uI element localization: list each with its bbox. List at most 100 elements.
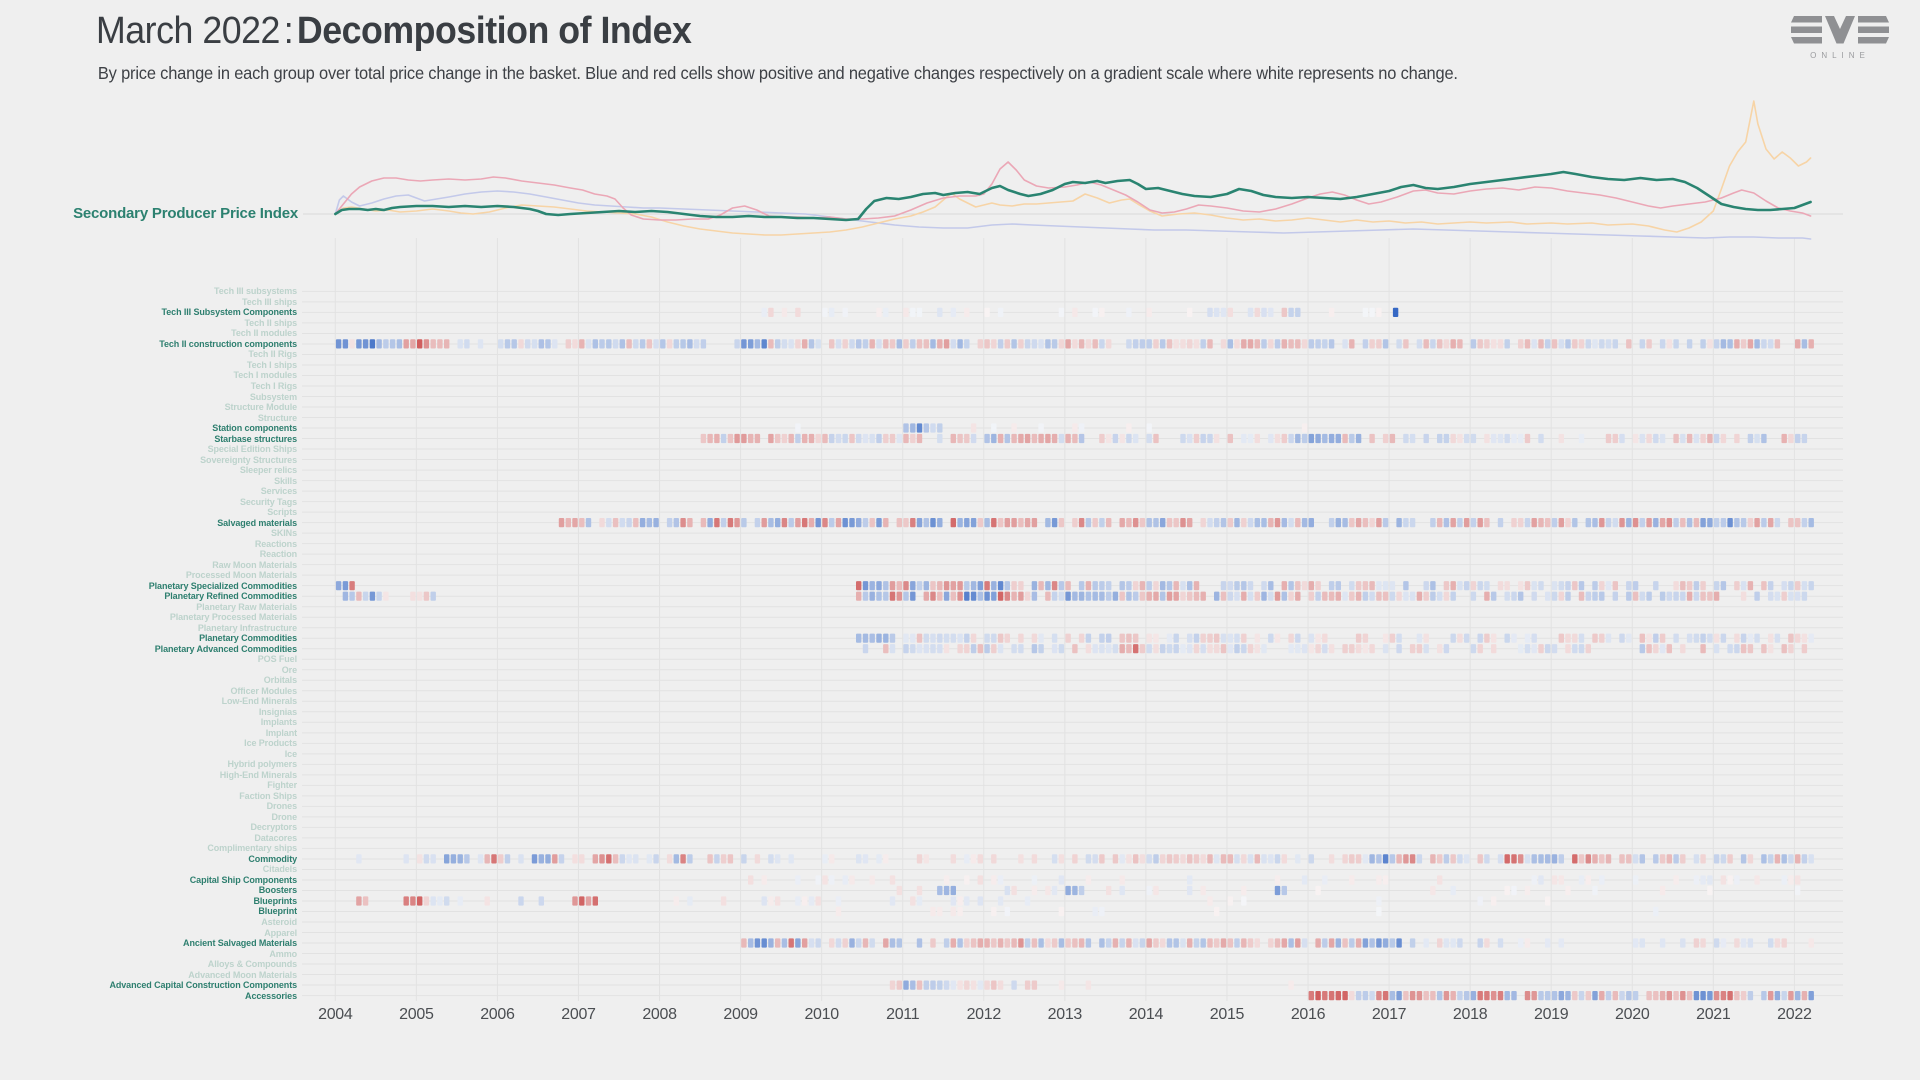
heatmap-cell [1578,581,1585,591]
heatmap-cell [937,339,943,349]
heatmap-cell [1160,854,1166,864]
heatmap-cell [835,339,842,349]
heatmap-cell [1254,854,1260,864]
heatmap-cell [1369,307,1375,317]
heatmap-cell [1119,854,1125,864]
heatmap-cell [1720,581,1727,591]
heatmap-cell [1220,518,1227,528]
heatmap-cell [1328,591,1335,601]
heatmap-cell [504,854,511,864]
heatmap-row-label: Ice [284,748,297,759]
heatmap-cell [1531,854,1537,864]
heatmap-cell [991,875,997,885]
heatmap-cell [970,518,977,528]
heatmap-cell [417,339,423,349]
heatmap-cell [1477,518,1483,528]
heatmap-cell [362,339,369,349]
heatmap-cell [1491,339,1497,349]
heatmap-cell [1538,991,1544,1001]
heatmap-cell [1646,633,1652,643]
heatmap-cell [1558,433,1564,444]
heatmap-row-label: Planetary Advanced Commodities [154,643,297,654]
heatmap-cell [1443,644,1450,654]
heatmap-row-label: Decryptors [250,822,297,833]
heatmap-cell [1713,591,1720,601]
heatmap-cell [1376,906,1382,917]
heatmap-cell [1153,581,1159,591]
heatmap-cell [991,633,997,643]
heatmap-cell [1423,991,1429,1001]
heatmap-cell [1058,644,1065,654]
heatmap-cell [1085,980,1092,990]
heatmap-cell [1065,581,1071,591]
heatmap-cell [1180,433,1186,444]
heatmap-cell [970,644,977,654]
heatmap-cell [1680,591,1686,601]
heatmap-cell [964,307,970,317]
heatmap-cell [1774,339,1781,349]
heatmap-cell [950,896,956,906]
heatmap-cell [1599,591,1605,601]
heatmap-cell [1295,591,1301,601]
heatmap-cell [1646,644,1652,654]
heatmap-cell [1518,938,1524,948]
heatmap-cell [1551,875,1558,885]
heatmap-cell [802,938,808,948]
heatmap-cell [977,581,983,591]
heatmap-cell [423,896,430,906]
heatmap-cell [1355,518,1362,528]
heatmap-cell [1470,591,1477,601]
heatmap-row-label: Planetary Infrastructure [197,622,297,633]
heatmap-cell [1659,339,1666,349]
heatmap-cell [1585,644,1591,654]
heatmap-cell [768,518,774,528]
heatmap-cell [1254,307,1260,317]
heatmap-cell [997,581,1004,591]
heatmap-cell [1747,339,1754,349]
heatmap-cell [869,938,875,948]
heatmap-cell [369,591,376,601]
heatmap-cell [1295,433,1301,444]
heatmap-cell [1166,591,1173,601]
heatmap-cell [1051,581,1058,591]
heatmap-cell [950,980,956,990]
heatmap-cell [1524,518,1531,528]
heatmap-cell [1207,339,1213,349]
heatmap-cell [835,906,842,917]
heatmap-row-label: Blueprints [253,895,297,906]
heatmap-cell [1126,644,1132,654]
heatmap-cell [1234,938,1240,948]
heatmap-row-label: Tech III ships [242,296,297,307]
heatmap-cell [862,591,869,601]
heatmap-cell [1315,633,1321,643]
heatmap-cell [788,433,794,444]
heatmap-cell [1288,644,1294,654]
heatmap-cell [1031,581,1038,591]
heatmap-cell [1247,339,1254,349]
heatmap-cell [1011,938,1017,948]
heatmap-cell [977,854,983,864]
heatmap-cell [1545,991,1551,1001]
heatmap-cell [1301,423,1308,433]
heatmap-cell [1795,339,1801,349]
heatmap-cell [910,518,916,528]
heatmap-cell [1092,518,1098,528]
heatmap-cell [964,339,970,349]
heatmap-cell [1477,938,1483,948]
heatmap-cell [1653,633,1659,643]
heatmap-cell [1099,339,1105,349]
heatmap-cell [1491,633,1497,643]
heatmap-cell [754,433,761,444]
heatmap-cell [1437,433,1443,444]
heatmap-cell [1734,433,1740,444]
heatmap-cell [997,938,1004,948]
heatmap-cell [538,896,544,906]
heatmap-cell [1484,633,1490,643]
heatmap-cell [1754,875,1760,885]
heatmap-cell [1024,896,1031,906]
heatmap-cell [1051,591,1058,601]
heatmap-cell [1227,591,1233,601]
heatmap-cell [1004,518,1010,528]
heatmap-cell [1686,991,1693,1001]
heatmap-cell [1565,991,1571,1001]
